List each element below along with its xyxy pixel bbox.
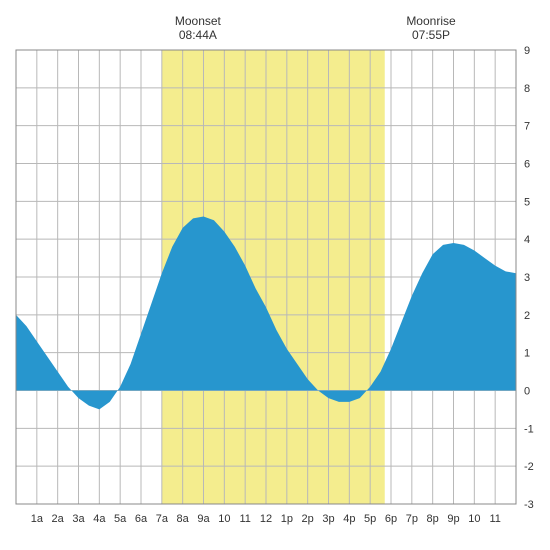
x-tick-label: 2p	[302, 513, 314, 525]
y-tick-label: 6	[524, 159, 530, 171]
x-tick-label: 10	[218, 513, 230, 525]
x-tick-label: 11	[239, 513, 250, 525]
x-tick-label: 6p	[385, 513, 397, 525]
x-tick-label: 7p	[406, 513, 418, 525]
event-title: Moonset	[158, 14, 238, 28]
y-tick-label: 3	[524, 272, 530, 284]
x-tick-label: 10	[468, 513, 480, 525]
moonrise-label: Moonrise07:55P	[391, 14, 471, 43]
x-tick-label: 1a	[31, 513, 44, 525]
x-tick-label: 3p	[322, 513, 334, 525]
x-tick-label: 11	[489, 513, 500, 525]
y-tick-label: 9	[524, 45, 530, 57]
y-tick-label: 0	[524, 386, 530, 398]
y-tick-label: 2	[524, 310, 530, 322]
x-tick-label: 7a	[156, 513, 169, 525]
tide-chart: -3-2-101234567891a2a3a4a5a6a7a8a9a101112…	[0, 0, 550, 550]
event-title: Moonrise	[391, 14, 471, 28]
x-tick-label: 4p	[343, 513, 355, 525]
x-tick-label: 8a	[177, 513, 190, 525]
y-tick-label: -2	[524, 461, 534, 473]
x-tick-label: 5a	[114, 513, 127, 525]
y-tick-label: 8	[524, 83, 530, 95]
event-time: 07:55P	[391, 28, 471, 42]
x-tick-label: 5p	[364, 513, 376, 525]
y-tick-label: 5	[524, 196, 530, 208]
event-time: 08:44A	[158, 28, 238, 42]
y-tick-label: 1	[524, 348, 530, 360]
y-tick-label: -1	[524, 423, 534, 435]
moonset-label: Moonset08:44A	[158, 14, 238, 43]
x-tick-label: 1p	[281, 513, 293, 525]
x-tick-label: 6a	[135, 513, 148, 525]
chart-svg: -3-2-101234567891a2a3a4a5a6a7a8a9a101112…	[0, 0, 550, 550]
y-tick-label: 7	[524, 121, 530, 133]
y-tick-label: -3	[524, 499, 534, 511]
x-tick-label: 3a	[72, 513, 85, 525]
x-tick-label: 2a	[52, 513, 65, 525]
x-tick-label: 12	[260, 513, 272, 525]
x-tick-label: 4a	[93, 513, 106, 525]
x-tick-label: 9a	[197, 513, 210, 525]
x-tick-label: 8p	[427, 513, 439, 525]
y-tick-label: 4	[524, 234, 530, 246]
x-tick-label: 9p	[447, 513, 459, 525]
